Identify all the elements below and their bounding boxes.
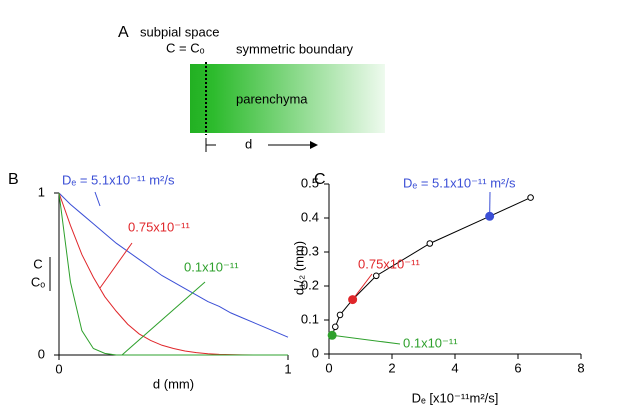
region: parenchyma [236, 91, 308, 106]
point-label: 0.75x10⁻¹¹ [358, 256, 420, 271]
y-label-numerator: C [33, 256, 42, 271]
data-point [372, 272, 380, 280]
series-label: 0.1x10⁻¹¹ [184, 259, 239, 274]
y-tick-label: 0.1 [301, 311, 319, 326]
leader-line [121, 281, 206, 356]
y-axis-label: d₁/₂ (mm) [291, 241, 306, 295]
x-axis-label: Dₑ [x10⁻¹¹m²/s] [412, 390, 499, 405]
series-label: Dₑ = 5.1x10⁻¹¹ m²/s [62, 172, 175, 187]
leader-line [332, 334, 401, 345]
y-tick-label: 0.3 [301, 243, 319, 258]
y-label-denominator: Cₒ [31, 274, 45, 289]
y-tick-label: 0.2 [301, 277, 319, 292]
series-line [58, 192, 288, 356]
distance: d [245, 136, 252, 151]
point-label: Dₑ = 5.1x10⁻¹¹ m²/s [403, 175, 516, 190]
x-tick-label: 0 [325, 360, 332, 375]
data-point [527, 194, 534, 201]
leader-line [99, 242, 133, 289]
far-boundary: symmetric boundary [236, 41, 354, 56]
x-tick-label: 8 [577, 360, 584, 375]
boundary-condition: C = Cₒ [166, 40, 205, 55]
x-tick-label: 6 [514, 360, 521, 375]
data-point [332, 323, 339, 331]
series-label: 0.75x10⁻¹¹ [128, 219, 190, 234]
x-tick-label: 4 [451, 360, 458, 375]
panel-label: A [118, 24, 129, 41]
x-axis-label: d (mm) [153, 376, 194, 391]
x-tick-label: 1 [284, 361, 291, 376]
leader-line [352, 273, 373, 300]
data-point [426, 240, 434, 247]
data-point [336, 311, 344, 319]
y-tick-label: 0.5 [301, 175, 319, 190]
y-tick-label: 0 [38, 346, 45, 361]
panel-label: B [8, 171, 19, 188]
y-tick-label: 0 [312, 345, 319, 360]
panel-label: C [314, 171, 326, 188]
tissue [190, 64, 385, 133]
x-tick-label: 2 [388, 360, 395, 375]
arrow-head [310, 141, 318, 149]
x-tick-label: 0 [55, 361, 62, 376]
series-line [58, 192, 289, 338]
panel-a: A subpial space C = Cₒ symmetric boundar… [118, 24, 385, 152]
y-tick-label: 1 [38, 184, 45, 199]
series-line [58, 192, 288, 356]
boundary-label: subpial space [140, 24, 220, 39]
point-label: 0.1x10⁻¹¹ [403, 335, 458, 350]
leader-line [94, 191, 101, 207]
y-tick-label: 0.4 [301, 209, 319, 224]
